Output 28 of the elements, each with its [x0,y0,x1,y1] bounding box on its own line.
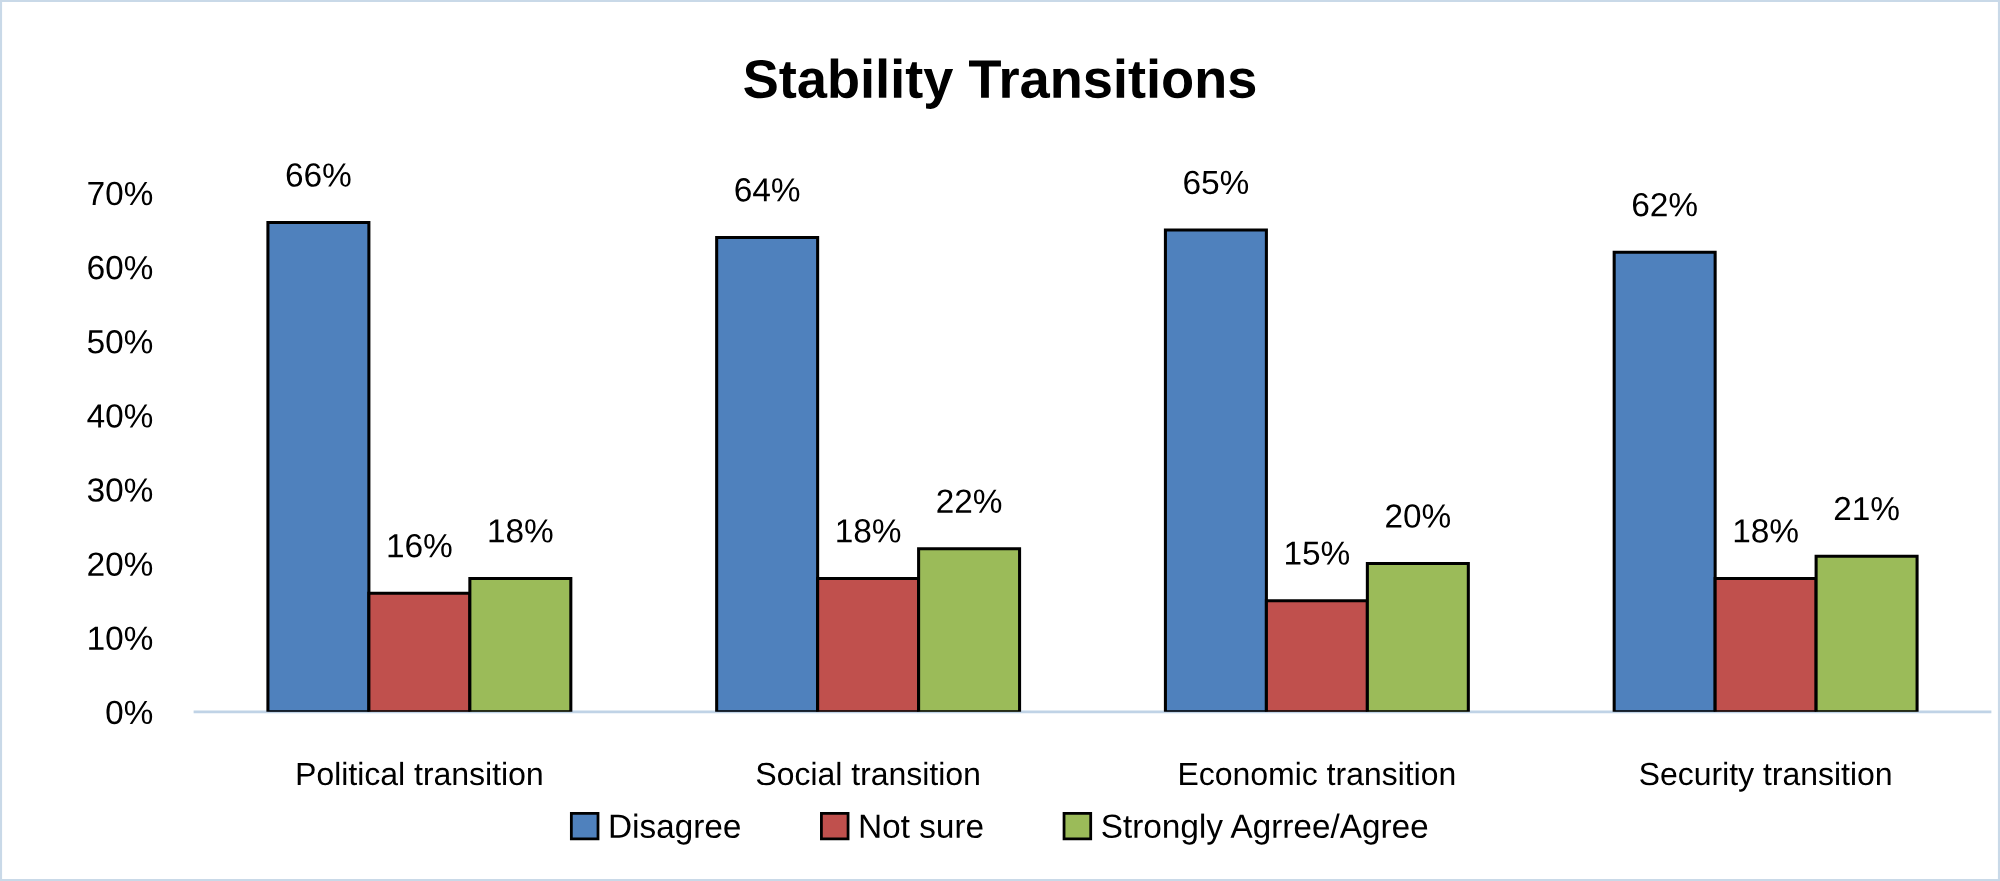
x-tick-label: Social transition [756,761,979,786]
data-label: 65% [1184,170,1249,195]
legend-label: Disagree [610,813,740,845]
data-label: 66% [286,163,351,187]
y-tick-label: 10% [89,626,153,651]
y-tick-label: 70% [88,181,153,206]
y-tick-label: 30% [87,478,153,502]
y-tick-label: 0% [106,700,153,725]
legend-label: Strongly Agrree/Agree [1102,813,1428,845]
legend-label: Not sure [860,814,983,839]
data-label: 16% [388,533,452,558]
y-tick-label: 40% [87,404,153,428]
x-tick-label: Political transition [297,761,542,786]
data-label: 18% [1734,519,1798,543]
data-label: 62% [1632,192,1697,217]
x-tick-label: Economic transition [1180,761,1455,786]
data-label: 15% [1286,541,1350,565]
data-label: 64% [735,178,800,202]
data-label: 20% [1386,504,1451,528]
chart-title: Stability Transitions [744,58,1256,109]
data-label: 21% [1834,496,1899,521]
x-tick-label: Security transition [1640,761,1891,792]
data-label: 22% [937,489,1002,513]
y-tick-label: 50% [87,330,153,354]
y-tick-label: 20% [88,552,153,576]
data-label: 18% [837,519,901,543]
y-tick-label: 60% [88,255,153,280]
data-label: 18% [489,519,553,543]
